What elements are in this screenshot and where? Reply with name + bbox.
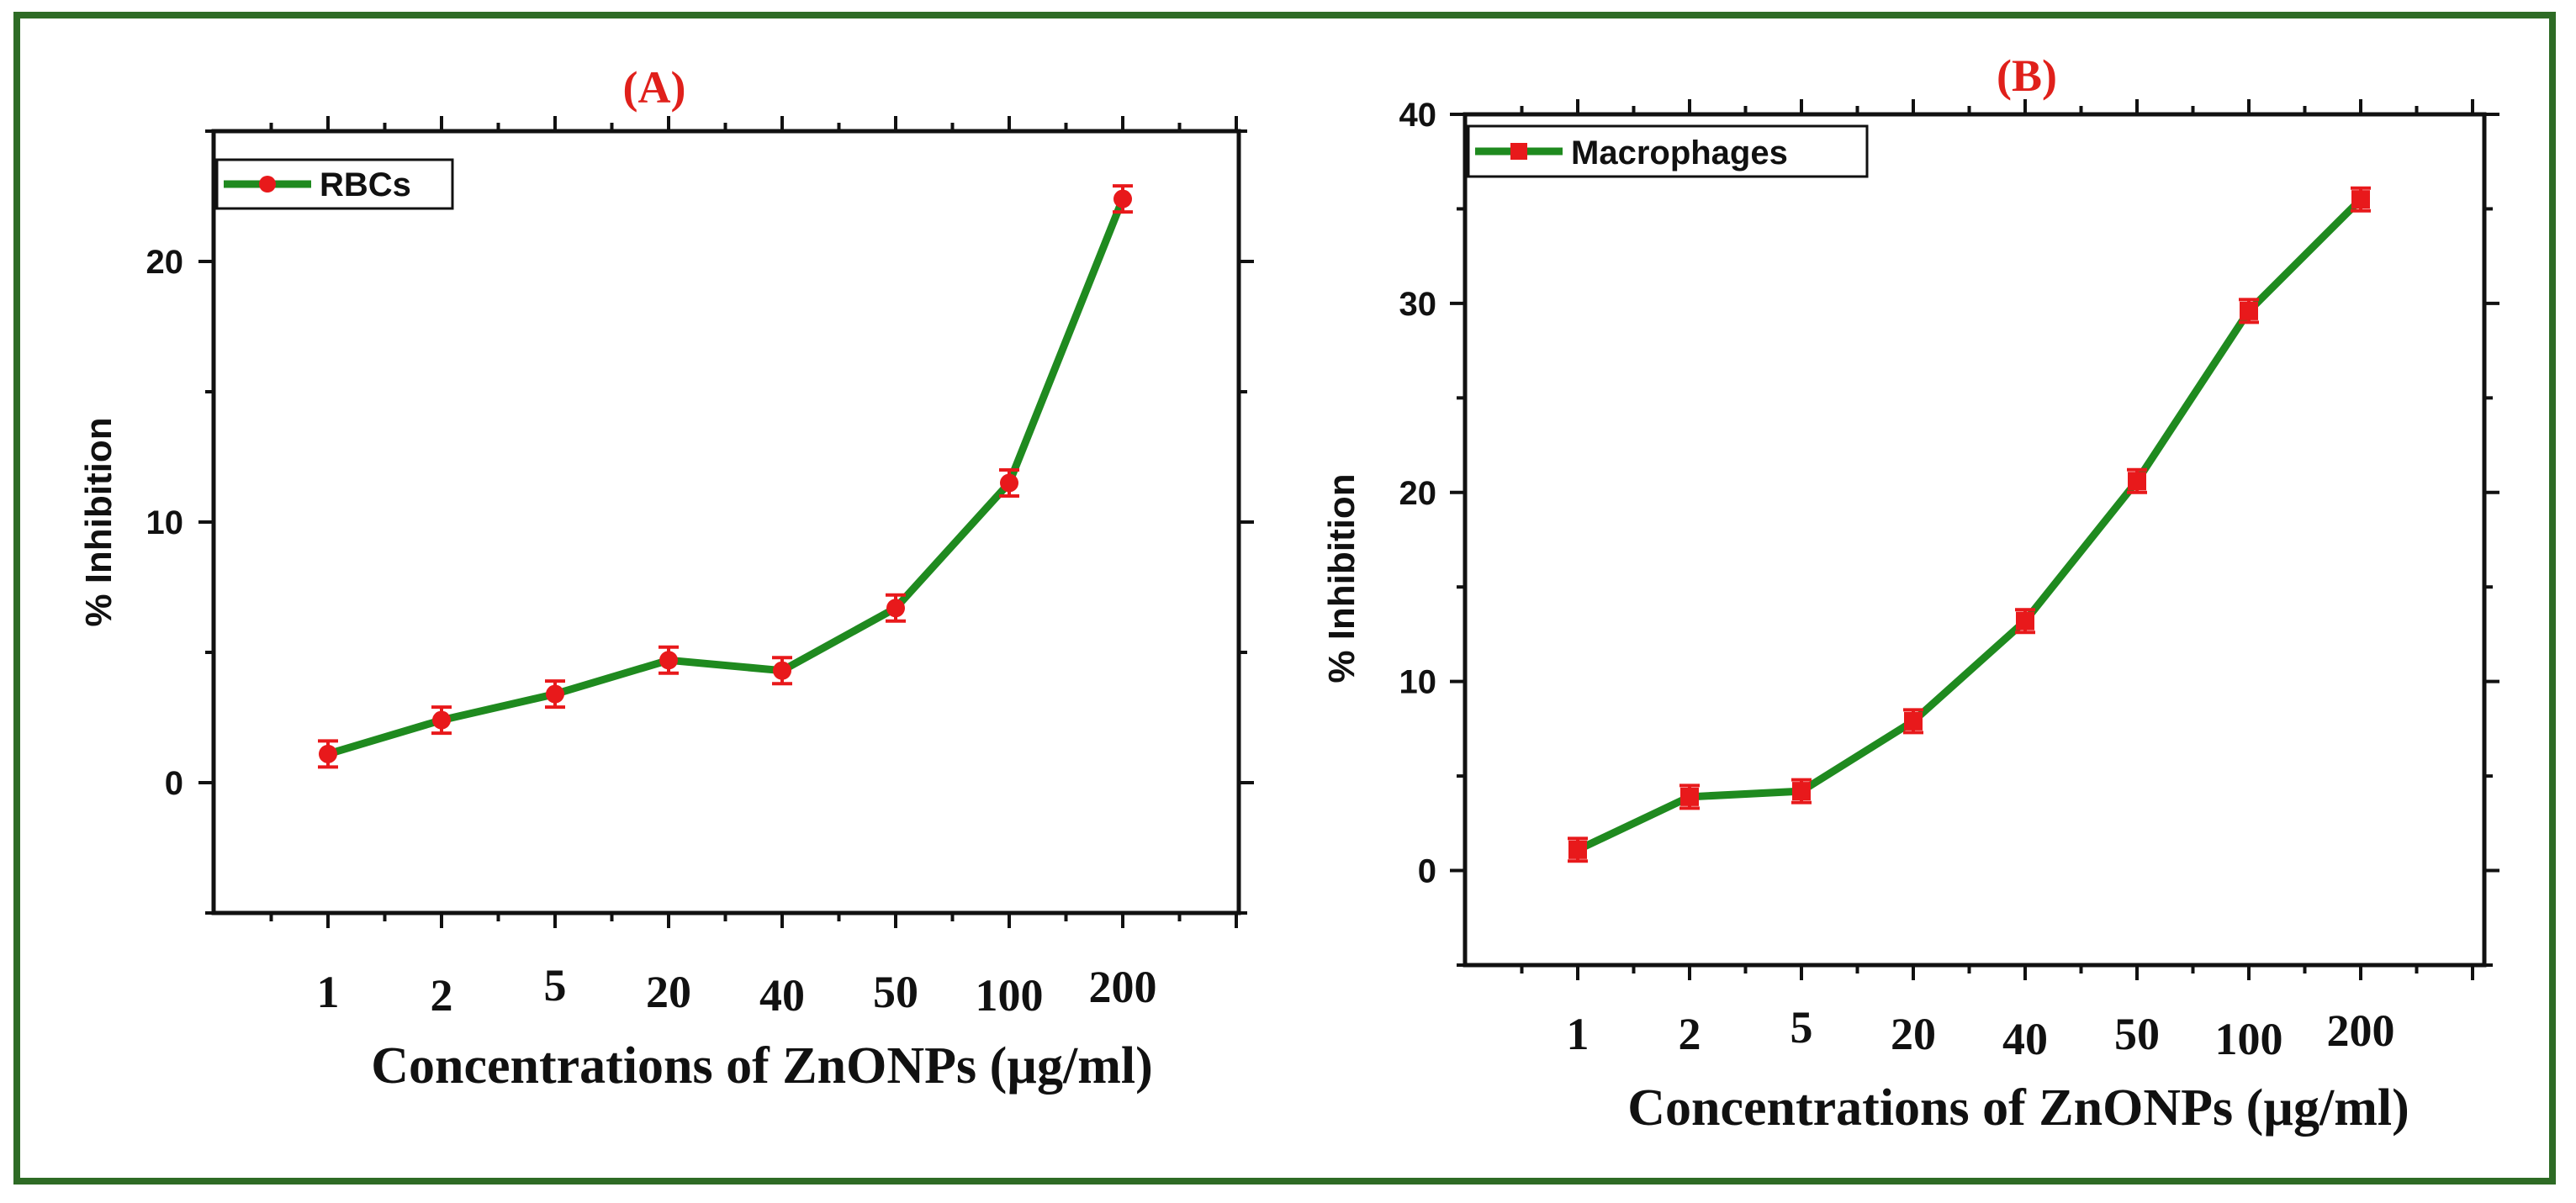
panel-b-y-tick-label: 10 bbox=[1399, 664, 1437, 701]
panel-b-x-tick-label: 20 bbox=[1891, 1009, 1936, 1059]
panel-a-x-tick-label: 100 bbox=[976, 970, 1044, 1021]
panel-a-x-tick-label: 2 bbox=[431, 970, 453, 1021]
panel-b-x-ticks: 1 2 5 20 40 50 100 200 bbox=[1520, 99, 2474, 1064]
panel-b-y-tick-label: 0 bbox=[1418, 853, 1436, 890]
panel-b-y-axis-label: % Inhibition bbox=[1321, 473, 1362, 683]
panel-a-x-tick-label: 40 bbox=[759, 970, 805, 1021]
panel-a-series bbox=[318, 184, 1133, 769]
panel-a: (A) 0 10 20 1 2 5 20 40 50 100 200 % Inhibition C… bbox=[78, 62, 1254, 1095]
panel-b-legend-marker bbox=[1510, 143, 1527, 160]
panel-b-x-tick-label: 50 bbox=[2114, 1009, 2160, 1059]
panel-b-x-tick-label: 100 bbox=[2215, 1014, 2283, 1064]
panel-a-y-tick-label: 10 bbox=[146, 504, 184, 541]
panel-b-data-point bbox=[2128, 472, 2146, 491]
panel-a-x-tick-label: 200 bbox=[1089, 962, 1157, 1012]
panel-a-x-tick-label: 50 bbox=[873, 967, 918, 1017]
panel-b: (B) 0 10 20 30 40 1 2 5 20 40 50 100 200 % Inhibiti… bbox=[1321, 50, 2499, 1137]
panel-b-x-tick-label: 40 bbox=[2002, 1014, 2048, 1064]
panel-b-y-tick-label: 30 bbox=[1399, 286, 1437, 323]
panel-b-data-point bbox=[2351, 190, 2370, 209]
panel-a-y-axis-label: % Inhibition bbox=[78, 417, 119, 626]
panel-a-title: (A) bbox=[623, 62, 686, 113]
panel-a-data-point bbox=[1113, 189, 1132, 208]
panel-b-data-point bbox=[2240, 301, 2258, 320]
panel-a-data-point bbox=[886, 599, 905, 618]
panel-a-plot-area bbox=[211, 129, 1241, 915]
panel-b-series-line bbox=[1576, 197, 2364, 853]
panel-b-legend-label: Macrophages bbox=[1571, 135, 1788, 171]
panel-b-y-ticks: 0 10 20 30 40 bbox=[1399, 97, 2499, 967]
panel-a-y-ticks: 0 10 20 bbox=[146, 129, 1254, 915]
panel-b-data-point bbox=[1792, 782, 1811, 801]
panel-a-data-point bbox=[319, 744, 337, 763]
panel-b-x-tick-label: 200 bbox=[2327, 1005, 2395, 1056]
panel-a-x-tick-label: 1 bbox=[317, 967, 340, 1017]
panel-b-x-tick-label: 1 bbox=[1567, 1009, 1590, 1059]
panel-a-data-point bbox=[659, 651, 678, 670]
panel-a-data-point bbox=[773, 661, 791, 680]
panel-a-y-tick-label: 20 bbox=[146, 244, 184, 281]
panel-b-data-point bbox=[1904, 711, 1923, 731]
panel-a-series-line bbox=[326, 197, 1127, 758]
panel-a-legend: RBCs bbox=[215, 158, 454, 210]
panel-a-data-point bbox=[1000, 473, 1018, 493]
panel-b-series bbox=[1568, 186, 2371, 863]
panel-a-y-tick-label: 0 bbox=[165, 765, 183, 802]
panel-a-x-axis-label: Concentrations of ZnONPs (µg/ml) bbox=[371, 1037, 1153, 1095]
panel-b-x-tick-label: 2 bbox=[1679, 1009, 1701, 1059]
panel-b-data-point bbox=[2016, 611, 2034, 631]
figure-frame bbox=[13, 12, 2556, 1185]
panel-b-data-point bbox=[1568, 840, 1587, 859]
panel-b-x-tick-label: 5 bbox=[1791, 1002, 1813, 1053]
panel-b-x-axis-label: Concentrations of ZnONPs (µg/ml) bbox=[1627, 1079, 2409, 1137]
panel-b-data-point bbox=[1680, 787, 1699, 806]
panel-a-data-point bbox=[432, 710, 451, 730]
panel-b-y-tick-label: 20 bbox=[1399, 475, 1437, 512]
panel-b-plot-area bbox=[1463, 112, 2487, 968]
panel-a-x-tick-label: 5 bbox=[544, 960, 567, 1010]
panel-a-legend-label: RBCs bbox=[320, 166, 411, 203]
panel-b-y-tick-label: 40 bbox=[1399, 97, 1437, 134]
panel-a-x-ticks: 1 2 5 20 40 50 100 200 bbox=[269, 116, 1238, 1021]
panel-a-data-point bbox=[546, 684, 564, 704]
panel-a-legend-marker bbox=[259, 176, 276, 193]
panel-b-title: (B) bbox=[1997, 50, 2057, 101]
panel-b-legend: Macrophages bbox=[1467, 124, 1869, 178]
panel-a-x-tick-label: 20 bbox=[646, 967, 691, 1017]
